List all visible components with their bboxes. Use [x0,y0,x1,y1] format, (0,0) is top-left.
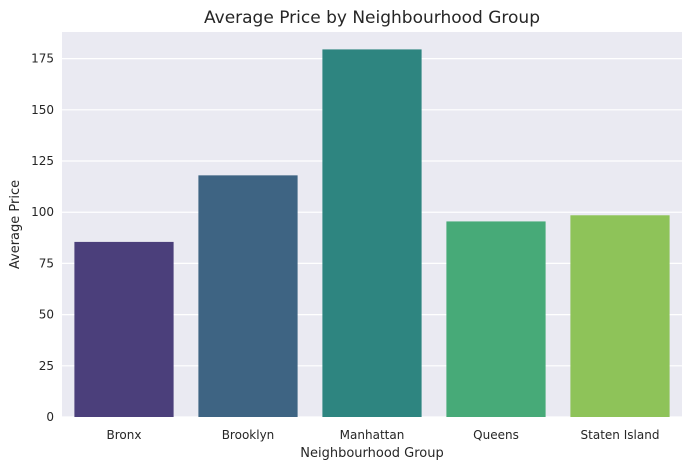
y-axis-label: Average Price [8,180,23,269]
y-tick-label: 150 [31,103,54,117]
x-axis-ticks: Bronx Brooklyn Manhattan Queens Staten Islan… [107,428,660,442]
x-tick-label: Manhattan [340,428,405,442]
x-tick-label: Brooklyn [222,428,275,442]
chart-title: Average Price by Neighbourhood Group [204,8,540,28]
bar [570,215,670,417]
x-tick-label: Queens [473,428,519,442]
bar [446,221,546,417]
y-tick-label: 175 [31,52,54,66]
bars-layer [74,49,670,417]
y-tick-label: 125 [31,154,54,168]
y-axis-ticks: 0 25 50 75 100 125 150 175 [31,52,54,424]
x-tick-label: Bronx [107,428,142,442]
y-tick-label: 50 [39,308,54,322]
bar [74,241,174,417]
bar [322,49,422,417]
x-tick-label: Staten Island [581,428,660,442]
x-axis-label: Neighbourhood Group [300,446,444,461]
bar [198,175,298,417]
y-tick-label: 0 [46,410,54,424]
y-tick-label: 100 [31,205,54,219]
y-tick-label: 25 [39,359,54,373]
y-tick-label: 75 [39,256,54,270]
